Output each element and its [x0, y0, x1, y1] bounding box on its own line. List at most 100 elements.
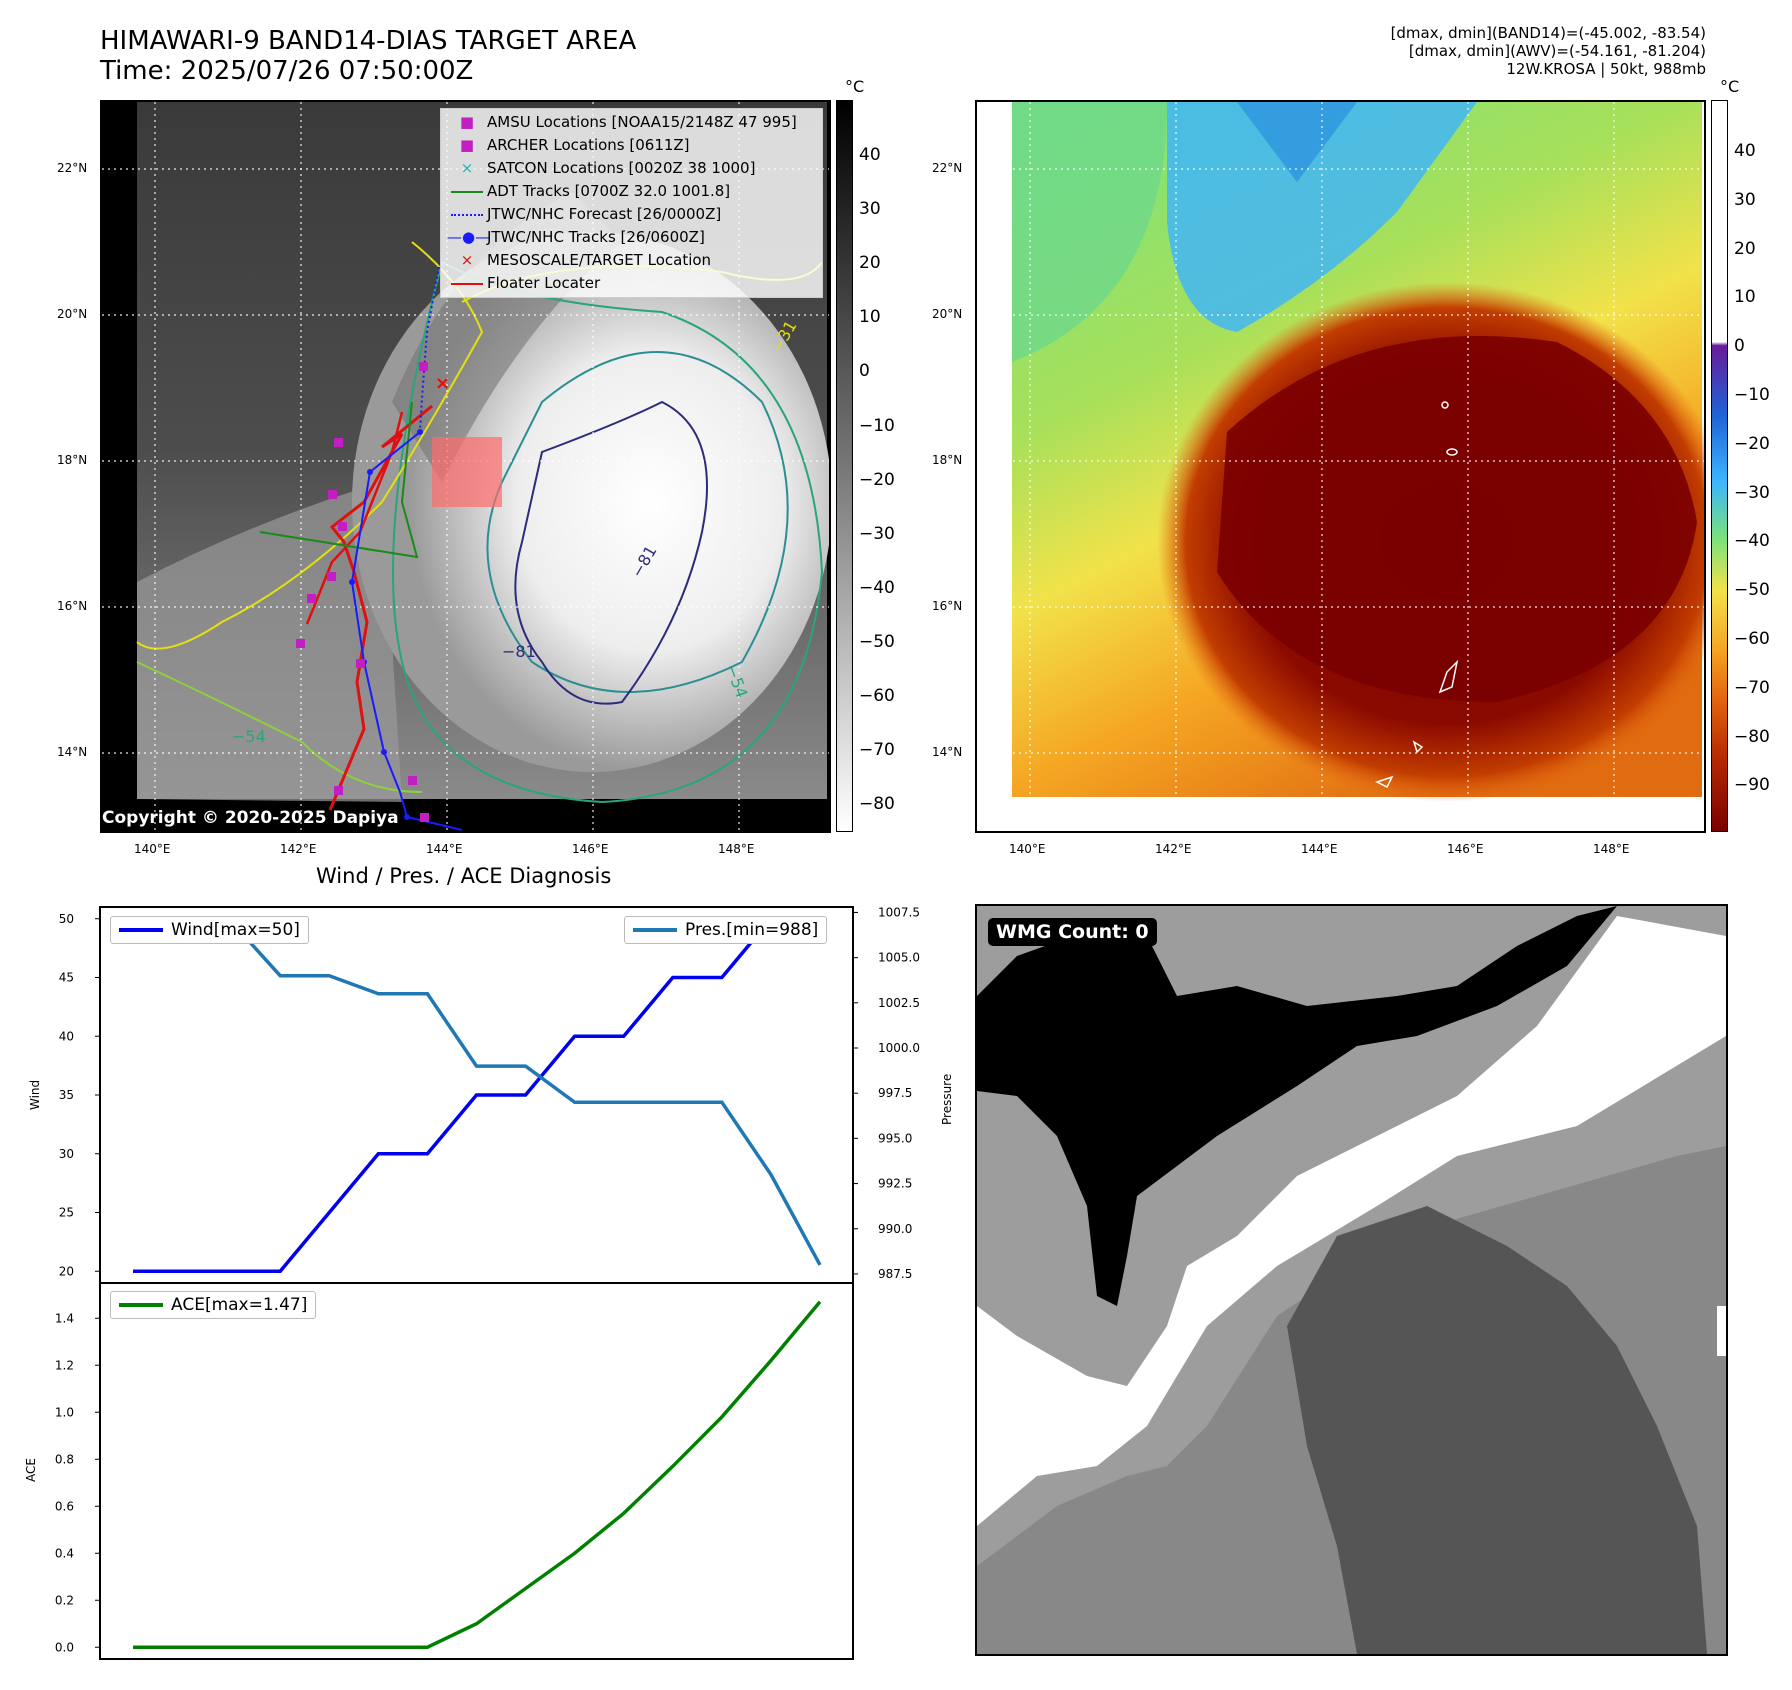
lon-label: 140°E [134, 842, 171, 856]
legend-item-tracks: —●— JTWC/NHC Tracks [26/0600Z] [447, 228, 705, 246]
lon-label: 146°E [572, 842, 609, 856]
colorbar-tick-label: 10 [1734, 287, 1756, 308]
lon-label: 144°E [1301, 842, 1338, 856]
lat-label: 22°N [57, 161, 88, 175]
colorbar-tick-label: 20 [859, 253, 881, 274]
colorbar-tick-label: 40 [1734, 141, 1756, 161]
colorbar-tick-label: 30 [859, 199, 881, 220]
wind-tick-label: 30 [59, 1147, 74, 1161]
ir-colorbar-unit: °C [845, 77, 865, 96]
colorbar-tick-label: 10 [859, 307, 881, 328]
ace-tick-label: 0.6 [55, 1499, 74, 1513]
lat-label: 16°N [57, 599, 88, 613]
lon-label: 140°E [1009, 842, 1046, 856]
colorbar-tick-label: 20 [1734, 238, 1756, 259]
legend-item-forecast: JTWC/NHC Forecast [26/0000Z] [447, 203, 816, 226]
wind-tick-label: 35 [59, 1088, 74, 1102]
ace-legend: ACE[max=1.47] [110, 1291, 317, 1319]
ace-tick-label: 0.0 [55, 1640, 74, 1654]
ace-series-line [133, 1300, 822, 1649]
wind-tick-label: 50 [59, 912, 74, 926]
colorbar-tick-label: −70 [1734, 677, 1770, 698]
colorbar-tick-label: 0 [859, 361, 870, 382]
storm-info: [dmax, dmin](BAND14)=(-45.002, -83.54) [… [1390, 24, 1706, 78]
diagnosis-subtitle: Wind / Pres. / ACE Diagnosis [316, 864, 612, 888]
colorbar-tick-label: −10 [859, 415, 895, 436]
colorbar-tick-label: −60 [1734, 629, 1770, 649]
colorbar-tick-label: −50 [859, 631, 895, 652]
contour-label: −54 [232, 727, 266, 746]
pres-tick-label: 1005.0 [878, 951, 920, 965]
colorbar-tick-label: −80 [859, 794, 895, 815]
colorbar-tick-label: 0 [1734, 336, 1745, 357]
wind-axis-label: Wind [28, 1079, 42, 1110]
ir-colorbar [836, 100, 853, 832]
lat-label: 18°N [932, 453, 963, 467]
colorbar-tick-label: 30 [1734, 189, 1756, 210]
ir-map-panel: × ■ AMSU Locations [NOAA15/2148Z 47 995] … [100, 100, 831, 833]
pres-tick-label: 997.5 [878, 1086, 912, 1100]
pres-tick-label: 987.5 [878, 1267, 912, 1281]
lat-label: 14°N [57, 745, 88, 759]
colorbar-tick-label: −30 [859, 523, 895, 544]
lat-label: 18°N [57, 453, 88, 467]
lat-label: 20°N [57, 307, 88, 321]
wind-tick-label: 20 [59, 1264, 74, 1278]
legend-item-adt: ADT Tracks [0700Z 32.0 1001.8] [447, 180, 816, 203]
colorbar-tick-label: −40 [859, 577, 895, 598]
pres-tick-label: 995.0 [878, 1131, 912, 1145]
colorbar-tick-label: −10 [1734, 385, 1770, 405]
awv-colorbar-unit: °C [1720, 77, 1740, 96]
pres-legend: Pres.[min=988] [624, 916, 828, 944]
lon-label: 142°E [280, 842, 317, 856]
colorbar-tick-label: −70 [859, 740, 895, 761]
colorbar-tick-label: −50 [1734, 580, 1770, 601]
lon-label: 148°E [1593, 842, 1630, 856]
pres-tick-label: 992.5 [878, 1177, 912, 1191]
ace-tick-label: 1.0 [55, 1405, 74, 1419]
ace-tick-label: 1.2 [55, 1358, 74, 1372]
colorbar-tick-label: −20 [1734, 433, 1770, 454]
lat-label: 14°N [932, 745, 963, 759]
awv-colorbar [1711, 100, 1728, 832]
svg-text:×: × [435, 373, 450, 394]
lon-label: 142°E [1155, 842, 1192, 856]
ace-tick-label: 0.4 [55, 1546, 74, 1560]
colorbar-tick-label: −60 [859, 686, 895, 706]
diagnosis-chart: 20 25 30 35 40 45 50 987.5 990.0 992.5 995.0 997.5 1… [55, 905, 920, 1660]
legend-item-target: × MESOSCALE/TARGET Location [460, 251, 712, 269]
lon-label: 146°E [1447, 842, 1484, 856]
pres-tick-label: 1007.5 [878, 905, 920, 919]
wind-series-line [133, 917, 820, 1273]
ace-tick-label: 1.4 [55, 1311, 74, 1325]
pres-tick-label: 1000.0 [878, 1041, 920, 1055]
page-title: HIMAWARI-9 BAND14-DIAS TARGET AREA Time:… [100, 26, 637, 86]
wind-tick-label: 25 [59, 1206, 74, 1220]
colorbar-tick-label: −90 [1734, 775, 1770, 796]
legend-item-floater: Floater Locater [447, 272, 816, 295]
colorbar-tick-label: −20 [859, 469, 895, 490]
pres-tick-label: 990.0 [878, 1222, 912, 1236]
wind-tick-label: 45 [59, 971, 74, 985]
lat-label: 20°N [932, 307, 963, 321]
lat-label: 16°N [932, 599, 963, 613]
lon-label: 148°E [718, 842, 755, 856]
lat-label: 22°N [932, 161, 963, 175]
contour-label: −81 [502, 642, 536, 661]
pres-series-line [133, 919, 822, 1266]
awv-map-panel [975, 100, 1706, 833]
wind-legend: Wind[max=50] [110, 916, 309, 944]
map-legend: ■ AMSU Locations [NOAA15/2148Z 47 995] ■ A… [440, 108, 823, 298]
ace-axis-label: ACE [24, 1458, 38, 1482]
legend-item-archer: ■ ARCHER Locations [0611Z] [459, 136, 690, 154]
ace-tick-label: 0.8 [55, 1452, 74, 1466]
legend-item-amsu: ■ AMSU Locations [NOAA15/2148Z 47 995] [459, 113, 797, 131]
wind-tick-label: 40 [59, 1029, 74, 1043]
wmg-count-badge: WMG Count: 0 [988, 918, 1157, 946]
colorbar-tick-label: −40 [1734, 531, 1770, 552]
legend-item-satcon: × SATCON Locations [0020Z 38 1000] [460, 159, 756, 177]
awv-map-image [977, 102, 1704, 831]
ace-tick-label: 0.2 [55, 1593, 74, 1607]
wmg-image [977, 906, 1726, 1654]
colorbar-tick-label: −80 [1734, 726, 1770, 747]
